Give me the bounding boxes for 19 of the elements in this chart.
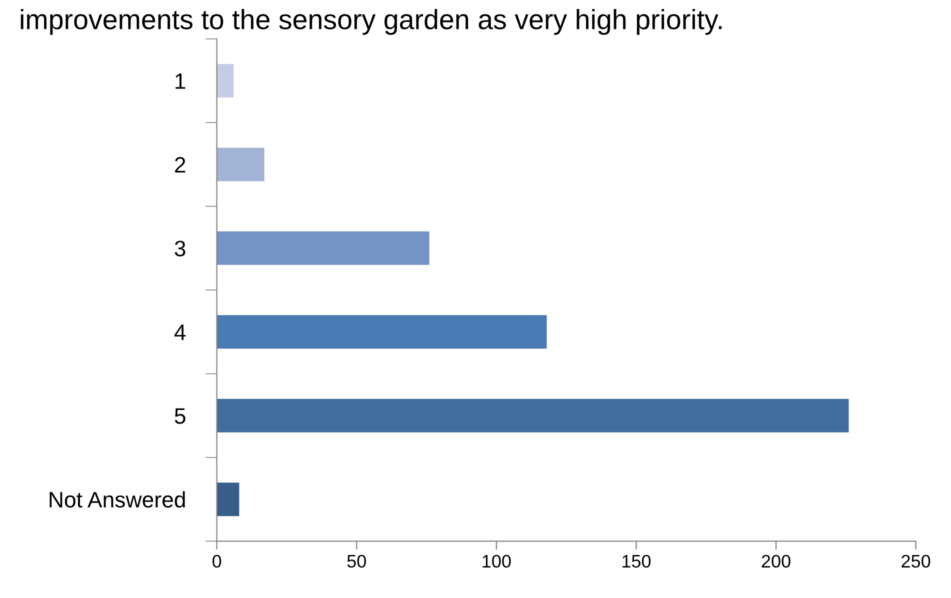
- x-tick-label: 250: [902, 554, 930, 568]
- x-tick-label: 150: [622, 554, 651, 568]
- bar: [216, 64, 234, 98]
- y-tick-label: 2: [175, 156, 186, 172]
- y-tick-label: 1: [176, 73, 186, 89]
- bar: [216, 398, 849, 432]
- y-tick-label: 3: [174, 240, 186, 256]
- x-tick-label: 200: [762, 554, 790, 568]
- y-tick-label: 5: [174, 408, 186, 424]
- x-tick-label: 0: [212, 554, 222, 568]
- x-tick-label: 50: [347, 554, 366, 568]
- y-tick-label: Not Answered: [50, 491, 185, 508]
- bar: [216, 231, 430, 265]
- bar: [216, 315, 547, 349]
- bar: [216, 148, 264, 182]
- x-tick-label: 100: [482, 554, 511, 568]
- y-tick-label: 4: [174, 324, 186, 340]
- bar: [216, 482, 240, 516]
- chart-title: improvements to the sensory garden as very high priority.: [20, 8, 722, 35]
